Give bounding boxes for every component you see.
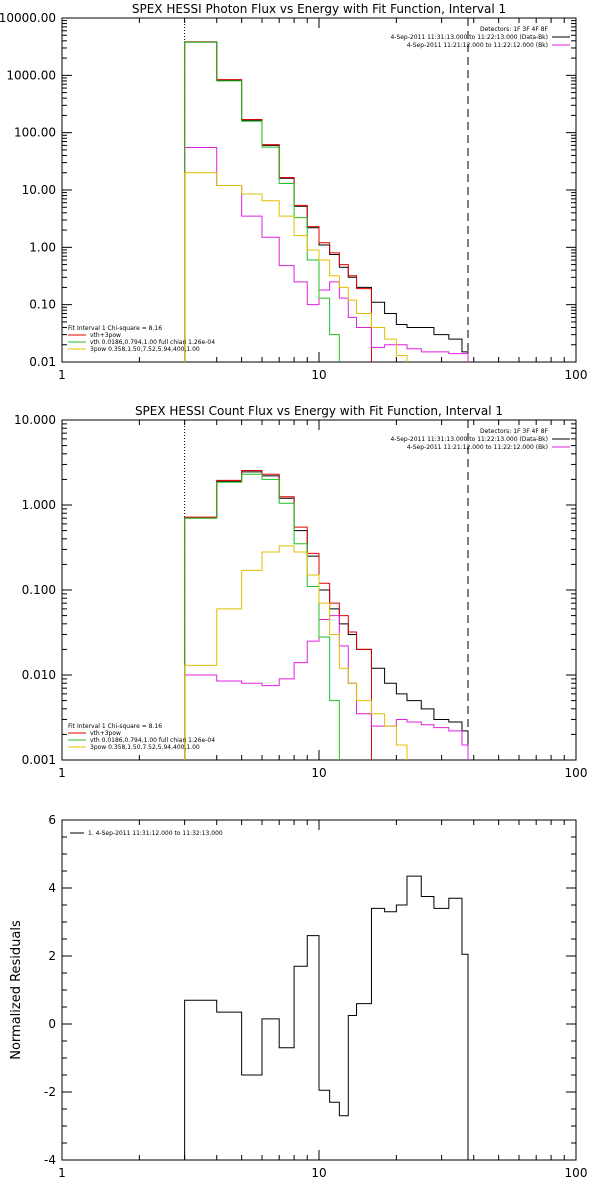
series-1-line (184, 471, 469, 760)
y-tick-label: 0.01 (29, 355, 56, 369)
y-tick-label: 0.001 (22, 753, 56, 767)
legend-entry: 4-Sep-2011 11:31:13.000 to 11:22:13.000 … (390, 436, 548, 443)
chart-panel-1: SPEX HESSI Photon Flux vs Energy with Fi… (0, 2, 588, 382)
legend-entry: Fit Interval 1 Chi-square = 8.16 (68, 723, 162, 730)
y-tick-label: 1.000 (22, 498, 56, 512)
y-tick-label: -4 (44, 1153, 56, 1167)
chart-title: SPEX HESSI Photon Flux vs Energy with Fi… (132, 2, 506, 16)
plot-frame (61, 17, 577, 363)
legend-entry: vth+3pow (90, 332, 121, 339)
series-group (184, 41, 469, 362)
series-3-line (184, 147, 469, 362)
y-tick-label: 0.10 (29, 298, 56, 312)
legend-entry: 3pow 0.358,1.50,7.52,5.94,400,1.00 (90, 744, 200, 751)
legend-entry: vth 0.0186,0.794,1.00 full chian 1.26e-0… (90, 339, 215, 346)
chart-title: SPEX HESSI Count Flux vs Energy with Fit… (135, 404, 503, 418)
x-tick-label: 100 (565, 1166, 588, 1180)
x-tick-label: 10 (311, 368, 326, 382)
legend-entry: 3pow 0.358,1.50,7.52,5.94,400,1.00 (90, 346, 200, 353)
chart-panel-3: 1 10 100 -4 -2 0 2 4 6 Normalized Residuals 1. 4-S… (9, 813, 587, 1180)
series-4-line (184, 41, 340, 362)
legend-top-right: Detectors: 1F 3F 4F 8F4-Sep-2011 11:31:1… (390, 26, 570, 49)
y-tick-label: -2 (44, 1085, 56, 1099)
legend-top-left: 1. 4-Sep-2011 11:31:12.000 to 11:32:13.0… (70, 830, 223, 837)
y-tick-label: 10.000 (14, 413, 56, 427)
x-tick-label: 100 (565, 766, 588, 780)
legend-entry: Fit Interval 1 Chi-square = 8.16 (68, 325, 162, 332)
x-tick-label: 1 (58, 1166, 66, 1180)
y-tick-label: 100.00 (14, 126, 56, 140)
legend-top-right: Detectors: 1F 3F 4F 8F4-Sep-2011 11:31:1… (390, 428, 570, 451)
legend-entry: Detectors: 1F 3F 4F 8F (480, 428, 549, 435)
y-tick-label: 6 (48, 813, 56, 827)
y-tick-label: 10000.00 (0, 11, 56, 25)
y-tick-label: 1.00 (29, 240, 56, 254)
x-tick-label: 1 (58, 368, 66, 382)
chart-panel-2: SPEX HESSI Count Flux vs Energy with Fit… (14, 404, 588, 780)
series-5-line (184, 172, 408, 362)
series-4-line (184, 473, 340, 760)
y-tick-label: 4 (48, 881, 56, 895)
legend-entry: 4-Sep-2011 11:31:13.000 to 11:22:13.000 … (390, 34, 548, 41)
y-axis: 0.01 0.10 1.00 10.00 100.00 1000.00 10000.00 (0, 11, 576, 369)
series-group (184, 469, 469, 760)
x-tick-label: 1 (58, 766, 66, 780)
series-1-line (184, 41, 469, 362)
y-tick-label: 0.010 (22, 668, 56, 682)
legend-entry: Detectors: 1F 3F 4F 8F (480, 26, 549, 33)
series-2-line (184, 41, 372, 362)
legend-entry: 4-Sep-2011 11:21:12.000 to 11:22:12.000 … (407, 42, 548, 49)
y-axis: 0.001 0.010 0.100 1.000 10.000 (14, 413, 576, 767)
series-3-line (184, 615, 469, 760)
legend-entry: 4-Sep-2011 11:21:12.000 to 11:22:12.000 … (407, 444, 548, 451)
y-tick-label: 1000.00 (6, 68, 56, 82)
legend-bottom-left: Fit Interval 1 Chi-square = 8.16vth+3pow… (68, 325, 215, 353)
legend-bottom-left: Fit Interval 1 Chi-square = 8.16vth+3pow… (68, 723, 215, 751)
series-1-line (184, 875, 469, 1160)
x-axis: 1 10 100 (58, 820, 587, 1180)
y-tick-label: 2 (48, 949, 56, 963)
y-tick-label: 0 (48, 1017, 56, 1031)
legend-entry: 1. 4-Sep-2011 11:31:12.000 to 11:32:13.0… (88, 830, 223, 837)
x-tick-label: 100 (565, 368, 588, 382)
series-2-line (184, 469, 372, 760)
legend-entry: vth 0.0186,0.794,1.00 full chian 1.26e-0… (90, 737, 215, 744)
legend-entry: vth+3pow (90, 730, 121, 737)
y-tick-label: 10.00 (22, 183, 56, 197)
series-group (184, 875, 469, 1160)
y-axis-label: Normalized Residuals (9, 920, 24, 1060)
series-5-line (184, 545, 408, 760)
x-tick-label: 10 (311, 1166, 326, 1180)
y-tick-label: 0.100 (22, 583, 56, 597)
x-tick-label: 10 (311, 766, 326, 780)
y-axis: -4 -2 0 2 4 6 (44, 813, 576, 1167)
